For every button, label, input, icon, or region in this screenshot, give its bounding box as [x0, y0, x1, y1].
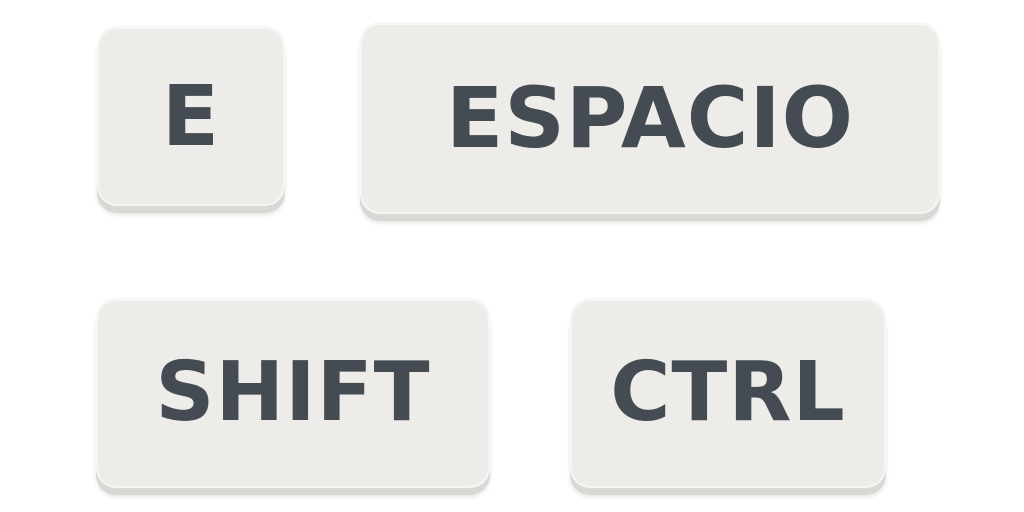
space-key-label: ESPACIO — [445, 69, 855, 167]
ctrl-key-label: CTRL — [610, 345, 846, 440]
e-key[interactable]: E — [97, 26, 285, 206]
shift-key-label: SHIFT — [155, 345, 431, 440]
e-key-label: E — [161, 67, 221, 165]
shift-key[interactable]: SHIFT — [96, 298, 490, 488]
ctrl-key[interactable]: CTRL — [570, 298, 886, 488]
space-key[interactable]: ESPACIO — [360, 22, 940, 214]
